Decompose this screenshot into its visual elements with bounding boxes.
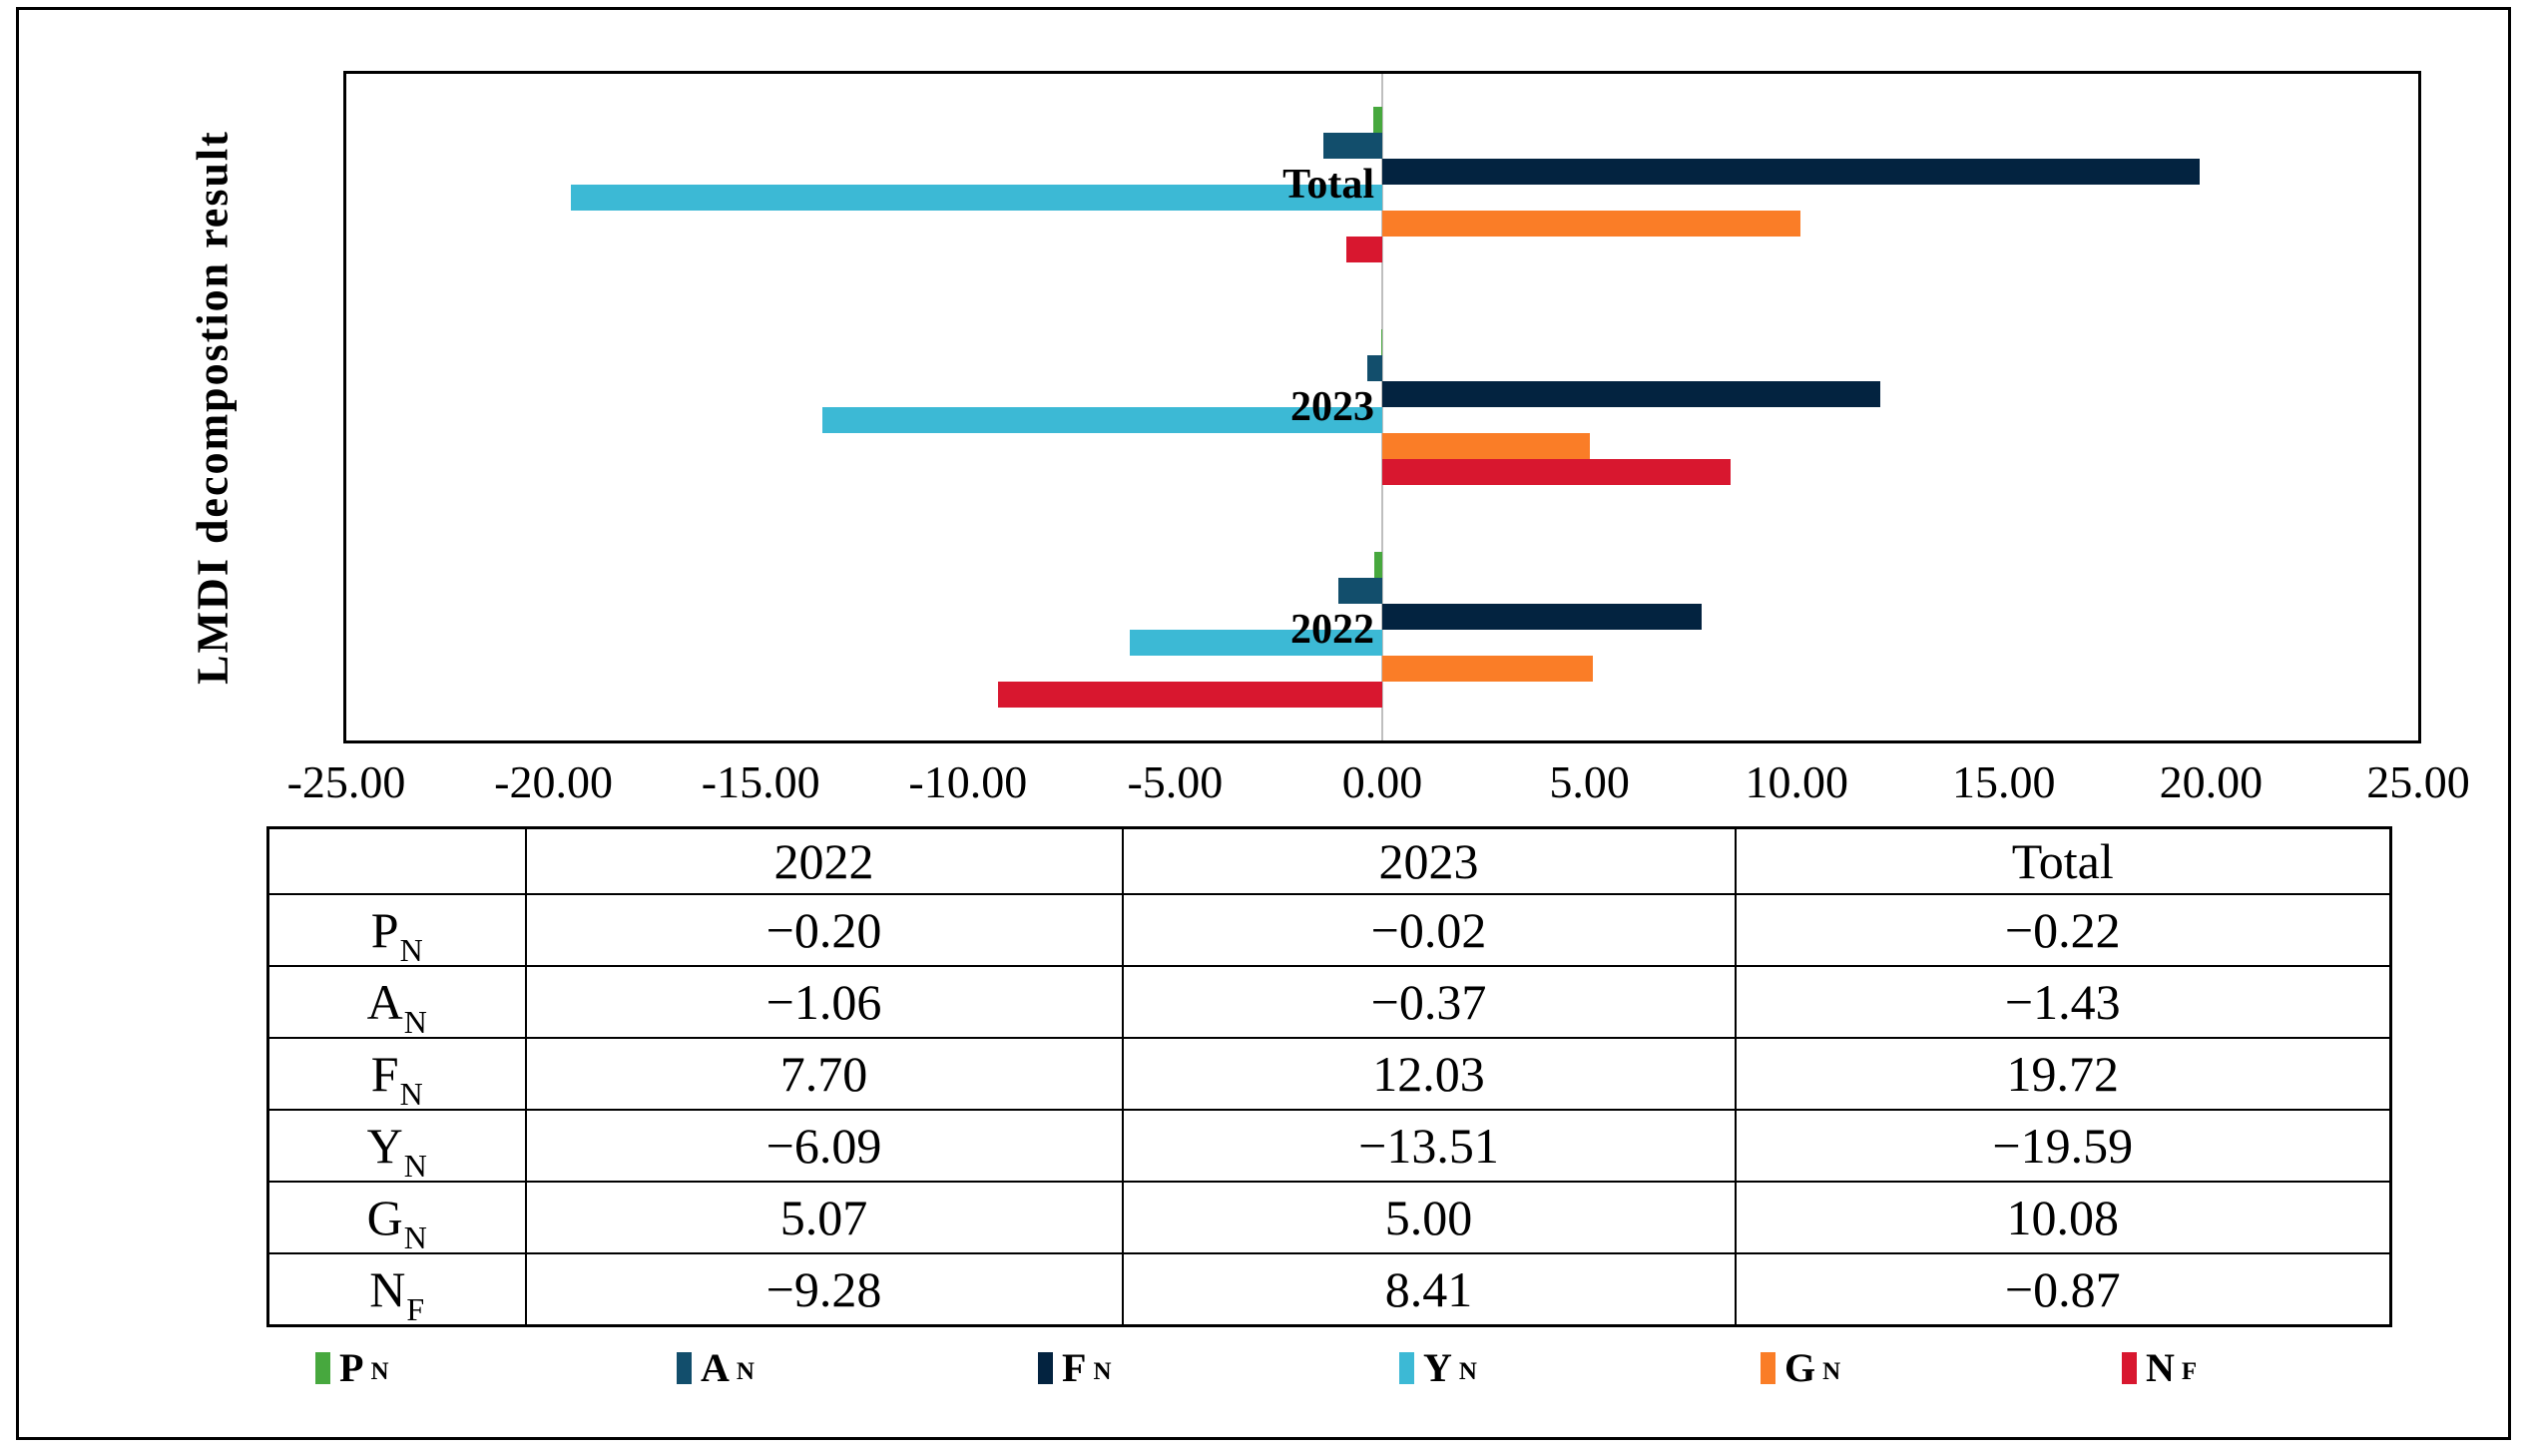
row-label-PN: PN xyxy=(266,893,527,968)
row-label-FN: FN xyxy=(266,1037,527,1112)
bar-AN-Total xyxy=(1322,133,1382,160)
x-tick-label: 25.00 xyxy=(2366,756,2470,807)
x-tick-label: -15.00 xyxy=(701,756,820,807)
category-label-2023: 2023 xyxy=(1290,384,1374,430)
bar-YN-Total xyxy=(570,185,1382,212)
bar-PN-Total xyxy=(1372,107,1382,134)
x-tick-label: 5.00 xyxy=(1549,756,1630,807)
table-value-cell: 10.08 xyxy=(1734,1181,2392,1254)
table-value-cell: 5.00 xyxy=(1121,1181,1737,1254)
table-value-cell: 7.70 xyxy=(524,1037,1124,1111)
legend-marker-YN xyxy=(1399,1352,1414,1384)
x-tick-label: 10.00 xyxy=(1745,756,1848,807)
legend-label-subscript: N xyxy=(1822,1358,1841,1385)
legend-label: A xyxy=(701,1345,730,1390)
legend-label-subscript: N xyxy=(370,1358,389,1385)
x-axis-tick-labels: -25.00 -20.00 -15.00 -10.00 -5.00 0.00 5.00 10.… xyxy=(287,756,2470,808)
table-value-cell: −0.20 xyxy=(524,893,1124,967)
zero-gridline xyxy=(1381,74,1383,740)
category-label-2022: 2022 xyxy=(1290,606,1374,653)
bar-FN-2023 xyxy=(1382,381,1881,407)
category-label-Total: Total xyxy=(1282,162,1374,209)
table-value-cell: −0.87 xyxy=(1734,1252,2392,1327)
legend-marker-FN xyxy=(1038,1352,1053,1384)
x-tick-label: 20.00 xyxy=(2159,756,2264,807)
x-tick-label: -25.00 xyxy=(286,756,406,807)
table-value-cell: −9.28 xyxy=(524,1252,1124,1327)
bar-GN-Total xyxy=(1382,211,1800,238)
legend-label-subscript: N xyxy=(1093,1358,1112,1385)
bar-AN-2022 xyxy=(1337,577,1382,604)
bar-NF-Total xyxy=(1345,237,1382,263)
table-value-cell: −1.43 xyxy=(1734,965,2392,1039)
bar-NF-2023 xyxy=(1382,459,1732,485)
table-value-cell: −19.59 xyxy=(1734,1109,2392,1183)
legend-label: N xyxy=(2146,1345,2175,1390)
table-header-cell xyxy=(266,826,527,895)
table-value-cell: −1.06 xyxy=(524,965,1124,1039)
bar-PN-2022 xyxy=(1373,551,1382,578)
table-value-cell: 12.03 xyxy=(1121,1037,1737,1111)
data-table: 2022 2023 Total PN −0.20 −0.02 −0.22 AN −1.06 −0.… xyxy=(266,826,2392,1327)
table-value-cell: 8.41 xyxy=(1121,1252,1737,1327)
table-header-cell: Total xyxy=(1734,826,2392,895)
table-row: FN 7.70 12.03 19.72 xyxy=(266,1037,2392,1112)
row-label-YN: YN xyxy=(266,1109,527,1184)
table-value-cell: −0.37 xyxy=(1121,965,1737,1039)
legend-label-subscript: N xyxy=(1458,1358,1477,1385)
bar-FN-2022 xyxy=(1382,603,1702,630)
table-value-cell: −0.22 xyxy=(1734,893,2392,967)
x-tick-label: 0.00 xyxy=(1341,756,1423,807)
table-row: PN −0.20 −0.02 −0.22 xyxy=(266,893,2392,968)
plot-area: Total 2023 2022 xyxy=(343,71,2421,743)
row-label-NF: NF xyxy=(266,1252,527,1327)
bar-PN-2023 xyxy=(1381,329,1382,355)
table-value-cell: −13.51 xyxy=(1121,1109,1737,1183)
table-row: GN 5.07 5.00 10.08 xyxy=(266,1181,2392,1255)
x-tick-label: 15.00 xyxy=(1952,756,2056,807)
legend-label: F xyxy=(1062,1345,1087,1390)
table-header-cell: 2022 xyxy=(524,826,1124,895)
table-row: YN −6.09 −13.51 −19.59 xyxy=(266,1109,2392,1184)
figure-border xyxy=(16,7,2511,1440)
legend-label-subscript: F xyxy=(2181,1358,2198,1385)
legend-label: Y xyxy=(1423,1345,1452,1390)
x-tick-label: -20.00 xyxy=(494,756,613,807)
row-label-GN: GN xyxy=(266,1181,527,1255)
bar-GN-2023 xyxy=(1382,433,1590,459)
legend-label-subscript: N xyxy=(736,1358,755,1385)
legend-marker-PN xyxy=(315,1352,330,1384)
row-label-AN: AN xyxy=(266,965,527,1040)
table-row: AN −1.06 −0.37 −1.43 xyxy=(266,965,2392,1040)
legend-label: P xyxy=(339,1345,364,1390)
table-value-cell: −6.09 xyxy=(524,1109,1124,1183)
bar-GN-2022 xyxy=(1382,655,1593,682)
y-axis-title: LMDI decompostion result xyxy=(188,130,238,685)
x-tick-label: -5.00 xyxy=(1127,756,1224,807)
table-header-cell: 2023 xyxy=(1121,826,1737,895)
legend-marker-AN xyxy=(677,1352,692,1384)
table-row: NF −9.28 8.41 −0.87 xyxy=(266,1252,2392,1327)
bar-NF-2022 xyxy=(997,681,1382,708)
legend-label: G xyxy=(1784,1345,1816,1390)
legend-marker-NF xyxy=(2122,1352,2137,1384)
x-tick-label: -10.00 xyxy=(908,756,1028,807)
table-value-cell: 19.72 xyxy=(1734,1037,2392,1111)
table-value-cell: −0.02 xyxy=(1121,893,1737,967)
bar-AN-2023 xyxy=(1366,355,1382,381)
bar-FN-Total xyxy=(1382,159,2200,186)
bar-YN-2023 xyxy=(822,407,1382,433)
legend-marker-GN xyxy=(1761,1352,1775,1384)
table-value-cell: 5.07 xyxy=(524,1181,1124,1254)
bar-YN-2022 xyxy=(1130,629,1382,656)
